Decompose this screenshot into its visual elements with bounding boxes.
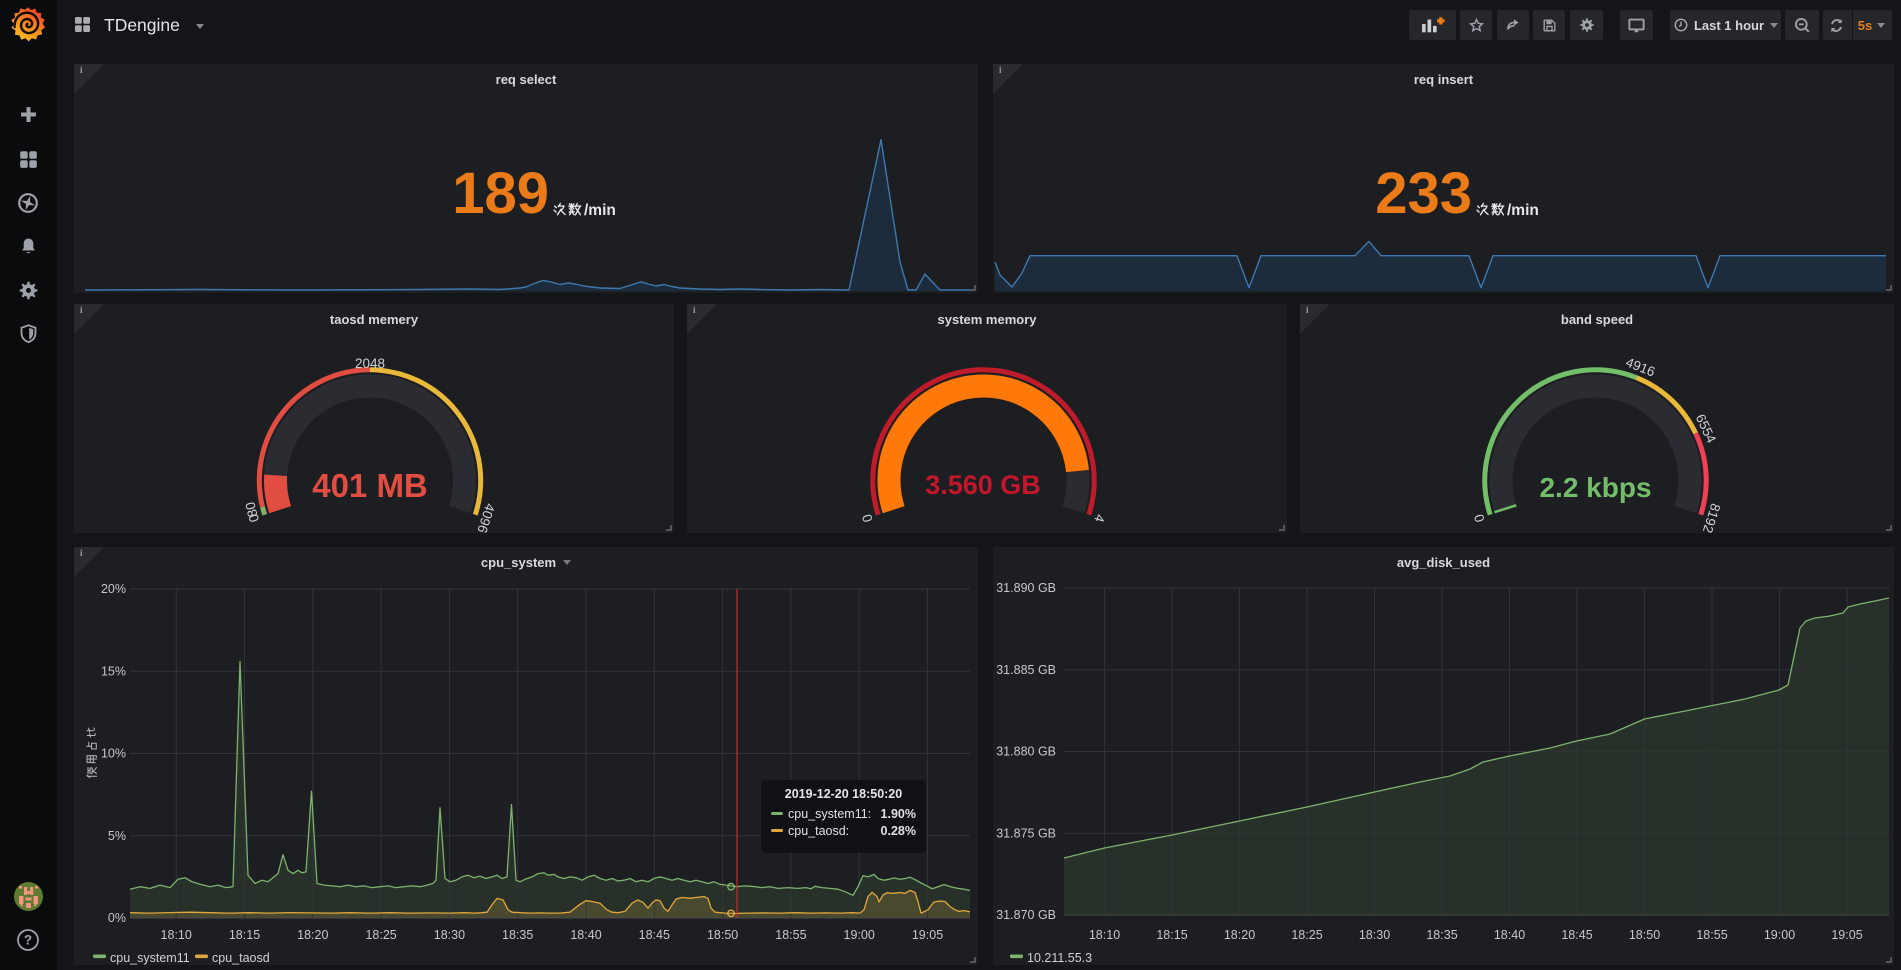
svg-text:18:25: 18:25 [1291, 928, 1322, 942]
svg-text:20%: 20% [101, 582, 126, 596]
svg-text:18:45: 18:45 [639, 928, 670, 942]
svg-text:18:30: 18:30 [434, 928, 465, 942]
svg-text:/min: /min [584, 202, 616, 219]
svg-text:31.885 GB: 31.885 GB [996, 663, 1056, 677]
svg-text:18:30: 18:30 [1359, 928, 1390, 942]
svg-text:18:10: 18:10 [161, 928, 192, 942]
svg-text:18:15: 18:15 [1156, 928, 1187, 942]
svg-text:5%: 5% [108, 829, 126, 843]
svg-text:19:05: 19:05 [1831, 928, 1862, 942]
svg-text:18:15: 18:15 [229, 928, 260, 942]
svg-text:10%: 10% [101, 747, 126, 761]
svg-text:18:25: 18:25 [365, 928, 396, 942]
svg-text:31.875 GB: 31.875 GB [996, 826, 1056, 840]
svg-text:15%: 15% [101, 664, 126, 678]
svg-text:18:20: 18:20 [1224, 928, 1255, 942]
svg-text:189: 189 [452, 161, 549, 226]
svg-text:31.870 GB: 31.870 GB [996, 908, 1056, 922]
svg-text:31.890 GB: 31.890 GB [996, 581, 1056, 595]
svg-text:18:45: 18:45 [1561, 928, 1592, 942]
svg-text:19:00: 19:00 [844, 928, 875, 942]
svg-text:18:20: 18:20 [297, 928, 328, 942]
svg-text:0: 0 [859, 512, 876, 524]
svg-text:0: 0 [1471, 512, 1488, 524]
svg-text:cpu_taosd: cpu_taosd [212, 951, 270, 965]
svg-text:cpu_system11: cpu_system11 [110, 951, 190, 965]
svg-text:18:40: 18:40 [1494, 928, 1525, 942]
svg-text:80: 80 [242, 500, 260, 518]
svg-text:/min: /min [1507, 202, 1539, 219]
svg-text:18:50: 18:50 [707, 928, 738, 942]
svg-text:18:10: 18:10 [1089, 928, 1120, 942]
svg-text:4: 4 [1091, 512, 1108, 524]
svg-text:31.880 GB: 31.880 GB [996, 745, 1056, 759]
svg-text:10.211.55.3: 10.211.55.3 [1027, 951, 1092, 965]
svg-text:18:55: 18:55 [1696, 928, 1727, 942]
svg-text:18:50: 18:50 [1629, 928, 1660, 942]
svg-text:18:40: 18:40 [570, 928, 601, 942]
svg-text:18:35: 18:35 [1426, 928, 1457, 942]
svg-text:0%: 0% [108, 911, 126, 925]
svg-text:233: 233 [1375, 161, 1472, 226]
svg-text:0: 0 [246, 512, 263, 524]
svg-text:19:05: 19:05 [912, 928, 943, 942]
svg-text:18:35: 18:35 [502, 928, 533, 942]
svg-text:19:00: 19:00 [1764, 928, 1795, 942]
svg-text:2.2 kbps: 2.2 kbps [1539, 472, 1651, 503]
svg-text:401 MB: 401 MB [312, 467, 428, 504]
svg-text:?: ? [24, 933, 32, 948]
svg-text:2048: 2048 [355, 356, 385, 371]
svg-text:18:55: 18:55 [775, 928, 806, 942]
